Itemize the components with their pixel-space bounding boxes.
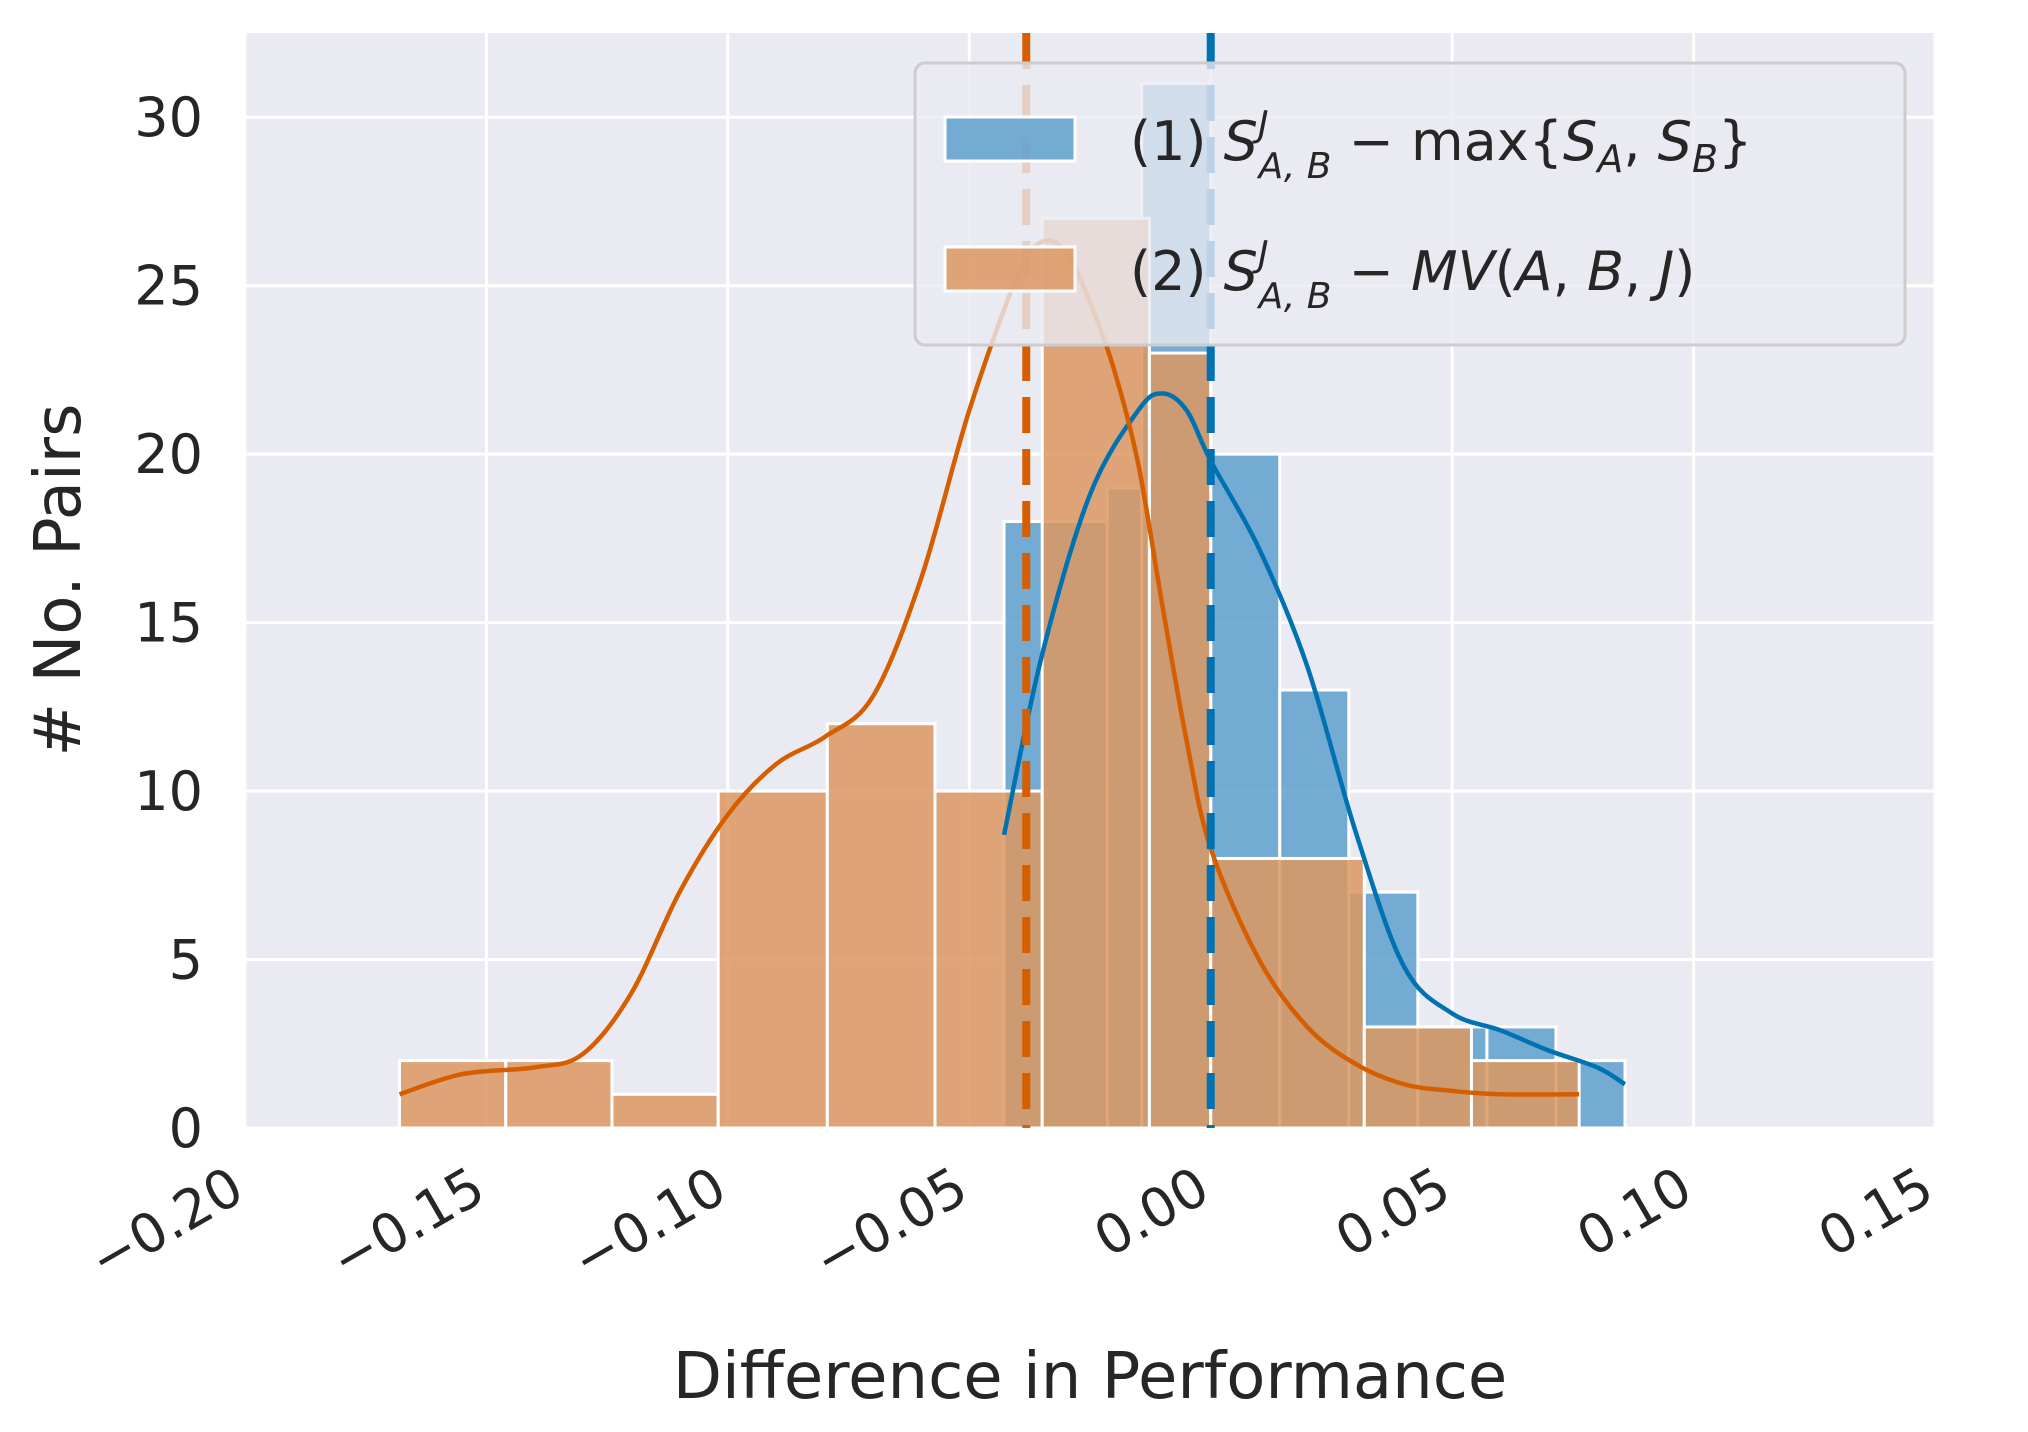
- x-tick-label: −0.10: [562, 1155, 737, 1292]
- legend-swatch-series-1: [943, 115, 1077, 163]
- legend-swatch-series-2: [943, 245, 1077, 293]
- y-tick-label: 0: [169, 1097, 203, 1160]
- x-tick-label: 0.10: [1566, 1155, 1702, 1270]
- x-tick-label: −0.20: [79, 1155, 254, 1292]
- histogram-bar-series-2: [1209, 856, 1366, 1130]
- x-tick-label: 0.15: [1808, 1155, 1944, 1270]
- legend-text-part: S: [1224, 110, 1258, 173]
- legend-text-part: B: [1587, 240, 1624, 303]
- legend-label-series-2: (2) SJ A, B − MV(A, B, J): [1130, 234, 1695, 317]
- legend-text-part: S: [1224, 240, 1258, 303]
- legend-text-part: ,: [1623, 110, 1657, 173]
- legend-text-part: (2): [1130, 240, 1224, 303]
- legend-text-part: S: [1658, 110, 1692, 173]
- legend-text-part: − max{: [1331, 110, 1563, 173]
- y-tick-label: 5: [169, 929, 203, 992]
- x-tick-label: 0.05: [1325, 1155, 1461, 1270]
- legend-text-part: MV: [1411, 240, 1499, 303]
- y-tick-label: 10: [134, 760, 203, 823]
- legend-text-part: ,: [1624, 240, 1658, 303]
- histogram-bar-series-2: [610, 1092, 720, 1130]
- legend-text-part: (: [1495, 240, 1516, 303]
- x-tick-label: 0.00: [1084, 1155, 1220, 1270]
- legend-box: [913, 61, 1907, 347]
- x-axis-label: Difference in Performance: [673, 1340, 1508, 1414]
- kde-line-series-1: [1001, 391, 1627, 1087]
- y-tick-label: 20: [134, 423, 203, 486]
- y-tick-label: 25: [134, 255, 203, 318]
- y-axis-label: # No. Pairs: [22, 404, 96, 757]
- legend-text-part: (1): [1130, 110, 1224, 173]
- legend-text-part: −: [1331, 240, 1411, 303]
- legend-label-series-1: (1) SJ A, B − max{SA, SB}: [1130, 104, 1752, 187]
- legend-text-part: A: [1513, 240, 1553, 303]
- y-tick-label: 30: [134, 86, 203, 149]
- histogram-bar-series-2: [825, 722, 937, 1130]
- legend-text-part: ): [1674, 240, 1695, 303]
- legend-text-part: ,: [1553, 240, 1587, 303]
- y-tick-label: 15: [134, 592, 203, 655]
- legend-text-part: A, B: [1257, 276, 1332, 317]
- legend-text-part: }: [1718, 110, 1752, 173]
- histogram-bar-series-2: [1147, 351, 1213, 1130]
- histogram-bar-series-2: [1040, 216, 1151, 1130]
- x-tick-label: −0.05: [803, 1155, 978, 1292]
- x-tick-label: −0.15: [320, 1155, 495, 1292]
- x-tick-labels: −0.20 −0.15 −0.10 −0.05 0.00 0.05 0.10 0.15: [79, 1155, 1944, 1292]
- legend-text-part: B: [1692, 137, 1718, 181]
- legend-text-part: S: [1563, 110, 1597, 173]
- histogram-bar-series-2: [716, 789, 829, 1130]
- legend-text-part: A, B: [1257, 146, 1332, 187]
- y-tick-labels: 0 5 10 15 20 25 30: [134, 86, 203, 1160]
- legend-text-part: A: [1594, 137, 1623, 181]
- legend: (1) SJ A, B − max{SA, SB} (2) SJ A, B − MV…: [913, 61, 1907, 347]
